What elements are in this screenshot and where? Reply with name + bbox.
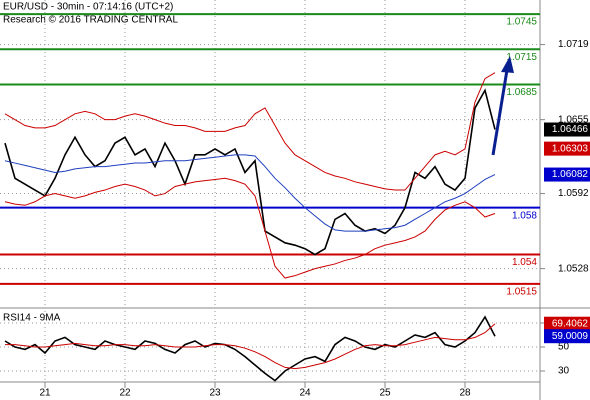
level-label: 1.0685 [506, 87, 537, 98]
last-value-label: 1.06466 [552, 124, 589, 135]
last-value-box [544, 141, 590, 156]
arrow-shaft [491, 69, 509, 156]
chart-title: EUR/USD - 30min - 07:14:16 (UTC+2) [3, 2, 173, 13]
last-value-box [544, 167, 590, 182]
series-line [4, 315, 496, 382]
x-tick-label: 24 [299, 388, 311, 399]
level-label: 1.0745 [506, 17, 537, 28]
forecast-arrow [491, 56, 514, 156]
series-line [4, 177, 496, 279]
y-tick-label: 1.0655 [558, 114, 589, 125]
last-value-label: 1.06303 [552, 143, 589, 154]
y-tick-label: 50 [558, 342, 570, 353]
last-value-box [544, 316, 590, 331]
x-tick-label: 25 [379, 388, 391, 399]
last-value-box [544, 329, 590, 344]
x-tick-label: 23 [209, 388, 221, 399]
y-tick-label: 1.0528 [558, 263, 589, 274]
series-line [4, 154, 496, 232]
last-value-label: 59.0009 [552, 331, 589, 342]
x-tick-label: 21 [39, 388, 51, 399]
level-label: 1.058 [512, 210, 537, 221]
y-tick-label: 1.0719 [558, 39, 589, 50]
y-tick-label: 1.0592 [558, 188, 589, 199]
last-value-label: 1.06082 [552, 169, 589, 180]
series-line [4, 88, 496, 256]
level-label: 1.054 [512, 257, 537, 268]
chart-subtitle: Research © 2016 TRADING CENTRAL [3, 15, 178, 26]
level-label: 1.0715 [506, 52, 537, 63]
series-line [5, 323, 496, 370]
last-value-label: 69.4062 [552, 318, 589, 329]
arrow-head [501, 56, 514, 73]
panel-title: RSI14 - 9MA [3, 313, 61, 324]
last-value-box [544, 122, 590, 137]
level-label: 1.0515 [506, 287, 537, 298]
y-tick-label: 30 [558, 366, 570, 377]
x-tick-label: 22 [119, 388, 131, 399]
x-tick-label: 28 [459, 388, 471, 399]
series-line [4, 72, 496, 191]
